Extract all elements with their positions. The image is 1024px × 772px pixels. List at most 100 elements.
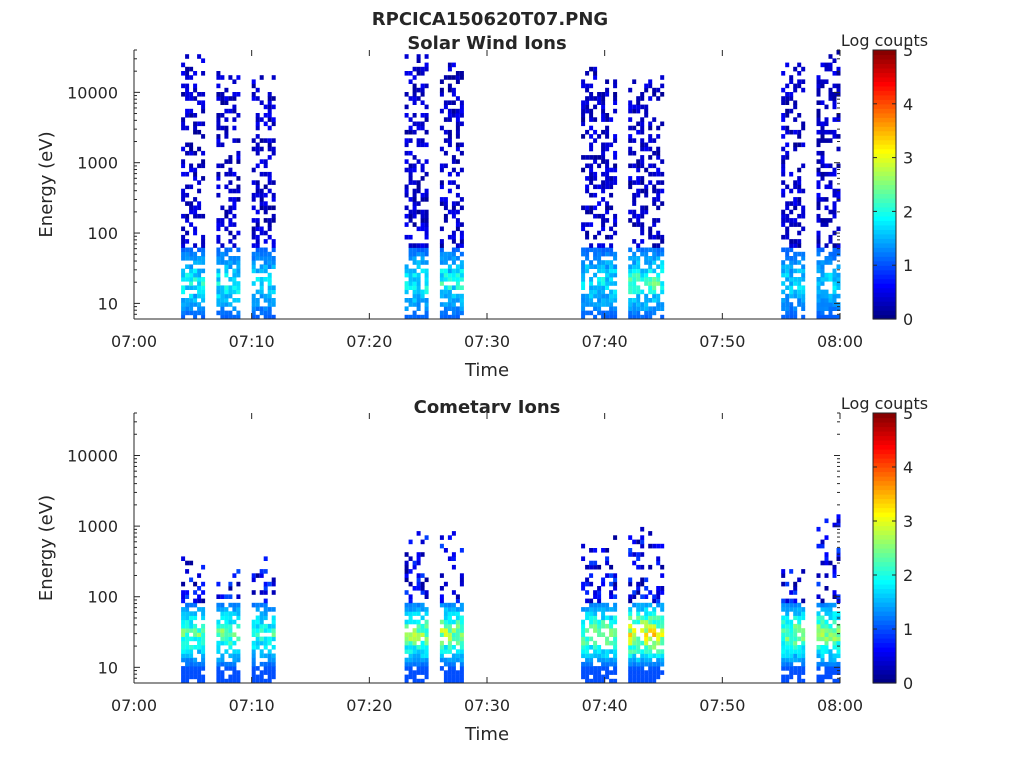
heatmap-cell xyxy=(255,666,260,671)
heatmap-cell xyxy=(605,285,610,290)
heatmap-cell xyxy=(816,218,821,223)
heatmap-cell xyxy=(420,247,425,253)
colorbar-segment xyxy=(873,94,896,100)
heatmap-cell xyxy=(601,293,606,299)
heatmap-cell xyxy=(216,649,221,654)
heatmap-cell xyxy=(451,531,456,536)
heatmap-cell xyxy=(259,661,264,667)
heatmap-cell xyxy=(605,184,610,190)
heatmap-cell xyxy=(224,678,229,684)
heatmap-cell xyxy=(255,632,260,637)
heatmap-cell xyxy=(420,260,425,265)
heatmap-cell xyxy=(628,277,633,282)
heatmap-cell xyxy=(220,298,225,303)
heatmap-cell xyxy=(644,645,649,650)
heatmap-cell xyxy=(789,281,794,286)
heatmap-cell xyxy=(255,117,260,122)
heatmap-cell xyxy=(789,623,794,629)
heatmap-cell xyxy=(593,666,598,671)
heatmap-cell xyxy=(644,281,649,286)
heatmap-cell xyxy=(781,134,786,139)
heatmap-cell xyxy=(451,619,456,625)
heatmap-cell xyxy=(255,146,260,152)
heatmap-cell xyxy=(263,247,268,253)
heatmap-cell xyxy=(193,260,198,265)
heatmap-cell xyxy=(424,306,429,311)
heatmap-cell xyxy=(224,260,229,265)
heatmap-cell xyxy=(801,306,806,311)
heatmap-cell xyxy=(424,62,429,68)
heatmap-cell xyxy=(424,272,429,278)
heatmap-cell xyxy=(636,306,641,311)
heatmap-cell xyxy=(459,298,464,303)
heatmap-cell xyxy=(593,251,598,257)
heatmap-cell xyxy=(801,661,806,667)
heatmap-cell xyxy=(439,293,444,299)
heatmap-cell xyxy=(255,234,260,240)
heatmap-cell xyxy=(416,264,421,269)
heatmap-cell xyxy=(581,134,586,139)
colorbar-segment xyxy=(873,90,896,96)
heatmap-cell xyxy=(455,159,460,164)
heatmap-cell xyxy=(416,209,421,215)
heatmap-cell xyxy=(251,226,256,232)
heatmap-cell xyxy=(781,615,786,621)
x-tick-label: 07:00 xyxy=(111,696,157,715)
heatmap-cell xyxy=(581,314,586,320)
heatmap-cell xyxy=(193,96,198,101)
heatmap-cell xyxy=(824,602,829,608)
heatmap-cell xyxy=(836,272,841,278)
heatmap-cell xyxy=(197,129,202,135)
heatmap-cell xyxy=(181,213,186,219)
heatmap-cell xyxy=(189,560,194,566)
heatmap-cell xyxy=(251,602,256,608)
heatmap-cell xyxy=(628,256,633,261)
heatmap-cell xyxy=(224,247,229,253)
heatmap-cell xyxy=(271,577,276,583)
heatmap-cell xyxy=(251,230,256,236)
heatmap-cell xyxy=(424,247,429,253)
heatmap-cell xyxy=(601,142,606,148)
heatmap-cell xyxy=(404,184,409,190)
heatmap-cell xyxy=(656,167,661,173)
heatmap-cell xyxy=(797,670,802,675)
heatmap-cell xyxy=(781,619,786,625)
heatmap-cell xyxy=(601,619,606,625)
heatmap-cell xyxy=(656,87,661,93)
heatmap-cell xyxy=(785,661,790,667)
heatmap-cell xyxy=(644,192,649,198)
heatmap-cell xyxy=(660,180,665,185)
heatmap-cell xyxy=(451,268,456,274)
heatmap-cell xyxy=(443,150,448,156)
heatmap-cell xyxy=(781,306,786,311)
heatmap-cell xyxy=(832,632,837,637)
heatmap-cell xyxy=(660,92,665,97)
heatmap-cell xyxy=(232,657,237,663)
heatmap-cell xyxy=(820,674,825,680)
heatmap-cell xyxy=(404,640,409,646)
heatmap-cell xyxy=(181,666,186,671)
heatmap-cell xyxy=(416,645,421,650)
heatmap-cell xyxy=(589,657,594,663)
heatmap-cell xyxy=(220,661,225,667)
heatmap-cell xyxy=(412,121,417,127)
heatmap-cell xyxy=(589,277,594,282)
heatmap-cell xyxy=(451,251,456,257)
heatmap-cell xyxy=(589,96,594,101)
heatmap-cell xyxy=(789,666,794,671)
heatmap-cell xyxy=(193,602,198,608)
heatmap-cell xyxy=(451,213,456,219)
heatmap-cell xyxy=(793,611,798,616)
heatmap-cell xyxy=(451,611,456,616)
heatmap-cell xyxy=(189,623,194,629)
heatmap-cell xyxy=(644,653,649,659)
heatmap-cell xyxy=(216,113,221,118)
heatmap-cell xyxy=(443,100,448,105)
heatmap-cell xyxy=(420,192,425,198)
heatmap-cell xyxy=(793,586,798,591)
heatmap-cell xyxy=(216,661,221,667)
heatmap-cell xyxy=(656,134,661,139)
heatmap-cell xyxy=(263,192,268,198)
heatmap-cell xyxy=(648,661,653,667)
heatmap-cell xyxy=(613,573,618,578)
